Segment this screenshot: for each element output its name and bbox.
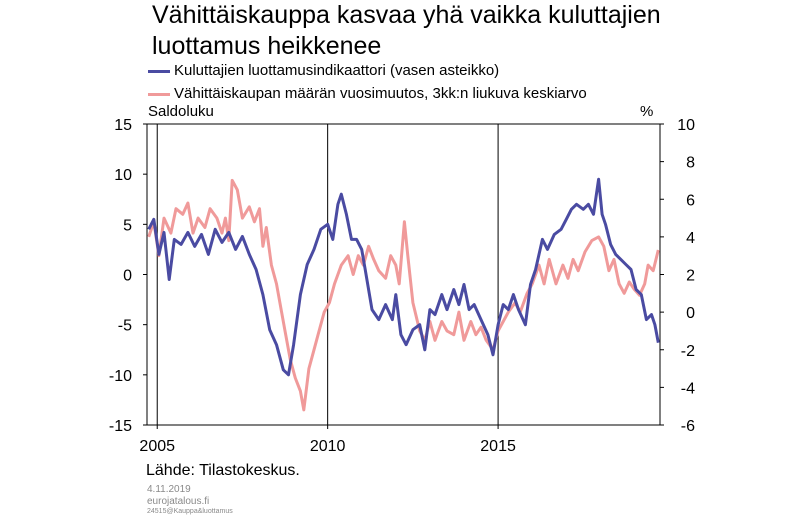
right-axis-tick-label: 8 <box>686 155 695 172</box>
left-axis-tick-label: 15 <box>114 117 132 134</box>
chart-title: Vähittäiskauppa kasvaa yhä vaikka kulutt… <box>152 1 661 60</box>
x-axis-tick-label: 2010 <box>310 438 346 455</box>
left-axis-tick-label: -5 <box>118 318 132 335</box>
site-name: eurojatalous.fi <box>147 496 210 507</box>
left-axis-tick-label: 10 <box>114 167 132 184</box>
publish-date: 4.11.2019 <box>147 484 191 495</box>
source-note: Lähde: Tilastokeskus. <box>146 462 300 479</box>
legend-label: Vähittäiskaupan määrän vuosimuutos, 3kk:… <box>174 85 587 102</box>
series-line-retail-volume <box>147 178 660 412</box>
left-axis-tick-label: -10 <box>109 368 132 385</box>
x-axis-tick-label: 2005 <box>139 438 175 455</box>
right-axis-unit: % <box>640 103 654 120</box>
legend-swatch-pink <box>148 92 170 96</box>
series-line-consumer-confidence <box>147 177 660 377</box>
legend-label: Kuluttajien luottamusindikaattori (vasen… <box>174 62 500 79</box>
right-axis-tick-label: -2 <box>681 343 695 360</box>
right-axis-tick-label: 2 <box>686 268 695 285</box>
legend-item-retail-volume: Vähittäiskaupan määrän vuosimuutos, 3kk:… <box>148 85 587 103</box>
plot-frame <box>146 123 661 426</box>
left-axis-tick-label: 0 <box>123 268 132 285</box>
left-axis-unit: Saldoluku <box>148 103 214 120</box>
x-axis-tick-label: 2015 <box>480 438 516 455</box>
right-axis-tick-label: -6 <box>681 418 695 435</box>
left-axis-tick-label: 5 <box>123 217 132 234</box>
right-axis-tick-label: 6 <box>686 192 695 209</box>
right-axis-tick-label: -4 <box>681 380 695 397</box>
legend-swatch-blue <box>148 69 170 73</box>
right-axis-tick-label: 10 <box>677 117 695 134</box>
left-axis-tick-label: -15 <box>109 418 132 435</box>
chart-code: 24515@Kauppa&luottamus <box>147 508 233 515</box>
legend-item-consumer-confidence: Kuluttajien luottamusindikaattori (vasen… <box>148 62 499 80</box>
right-axis-tick-label: 4 <box>686 230 695 247</box>
right-axis-tick-label: 0 <box>686 305 695 322</box>
